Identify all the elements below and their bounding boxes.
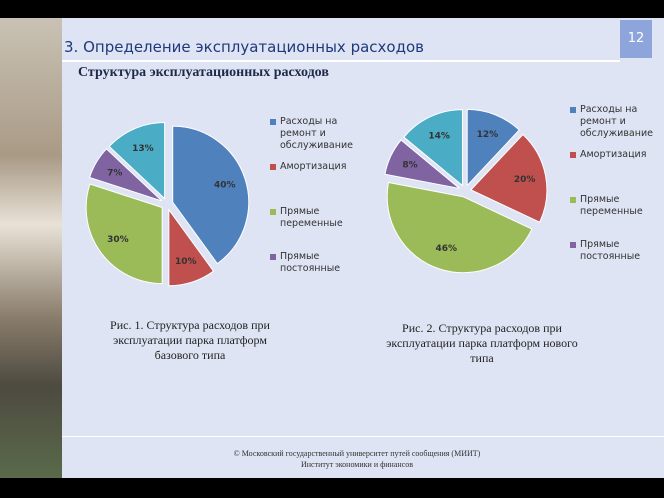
footer-rule <box>62 436 664 437</box>
pie-slice <box>403 109 463 187</box>
slice-label: 12% <box>477 130 499 140</box>
pie-slice <box>172 125 250 265</box>
legend-swatch <box>570 107 576 113</box>
slice-label: 10% <box>175 257 197 267</box>
slice-label: 40% <box>214 181 236 191</box>
pie-slice <box>384 139 460 189</box>
legend-swatch <box>270 164 276 170</box>
page-number: 12 <box>620 20 652 58</box>
figure-caption: Рис. 2. Структура расходов при эксплуата… <box>386 321 578 365</box>
slice-label: 7% <box>107 169 122 179</box>
slice-label: 30% <box>107 235 129 245</box>
title-rule <box>62 60 620 62</box>
legend-swatch <box>570 242 576 248</box>
slice-label: 13% <box>132 144 154 154</box>
slice-label: 14% <box>428 132 450 142</box>
legend-swatch <box>270 119 276 125</box>
pie-slice <box>108 121 166 200</box>
legend-label: Расходы на ремонт и обслуживание <box>580 104 653 139</box>
legend-swatch <box>270 209 276 215</box>
legend-label: Расходы на ремонт и обслуживание <box>280 116 353 151</box>
footer-line: Институт экономики и финансов <box>300 460 413 469</box>
legend-label: Прямые постоянные <box>280 251 341 274</box>
subtitle: Структура эксплуатационных расходов <box>78 65 329 80</box>
pie-slice <box>470 133 548 223</box>
slice-label: 20% <box>514 175 536 185</box>
legend-swatch <box>270 254 276 260</box>
pie-slice <box>386 181 533 274</box>
photo <box>0 18 62 478</box>
legend-label: Прямые постоянные <box>580 239 641 262</box>
legend-label: Амортизация <box>580 149 647 160</box>
pie-slice <box>466 108 520 187</box>
figure-caption: Рис. 1. Структура расходов при эксплуата… <box>110 318 270 362</box>
legend-swatch <box>570 197 576 203</box>
slice-label: 8% <box>402 161 417 171</box>
pie-slice <box>168 208 215 287</box>
pie-slice <box>85 183 163 285</box>
slide-title: 3. Определение эксплуатационных расходов <box>64 38 424 56</box>
legend-label: Прямые переменные <box>580 194 643 217</box>
footer-line: © Московский государственный университет… <box>233 449 481 458</box>
pie-slice <box>88 148 163 202</box>
legend-label: Прямые переменные <box>280 206 343 229</box>
legend-label: Амортизация <box>280 161 347 172</box>
slice-label: 46% <box>435 244 457 254</box>
legend-swatch <box>570 152 576 158</box>
